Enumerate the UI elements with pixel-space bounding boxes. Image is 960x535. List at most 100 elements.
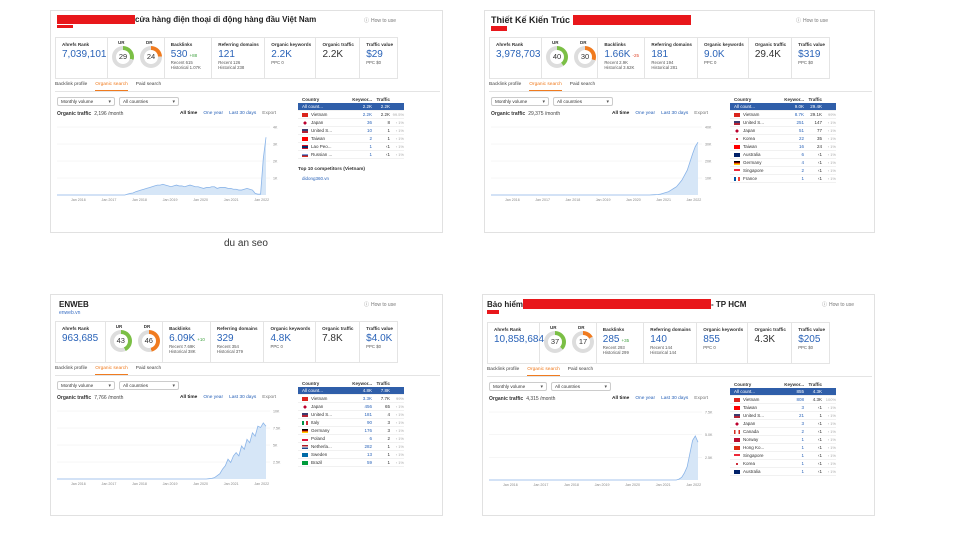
org-keywords-value[interactable]: 4.8K	[270, 333, 292, 344]
country-row[interactable]: All count... 2.2K 2.2K	[298, 103, 404, 111]
country-keywords[interactable]: 176	[364, 428, 372, 433]
traffic-value-value[interactable]: $319	[798, 49, 821, 60]
country-keywords[interactable]: 6	[801, 152, 804, 157]
tab-organic-search[interactable]: Organic search	[95, 366, 128, 375]
country-keywords[interactable]: 181	[364, 412, 372, 417]
country-keywords[interactable]: 1	[801, 453, 804, 458]
country-keywords[interactable]: 2	[801, 168, 804, 173]
country-keywords[interactable]: 36	[366, 120, 372, 125]
country-row[interactable]: United S... 251 147 ‹ 1%	[730, 119, 836, 127]
backlinks-value[interactable]: 1.66K	[604, 49, 631, 60]
country-select[interactable]: All countries	[553, 97, 613, 106]
country-row[interactable]: Poland 6 2 ‹ 1%	[298, 435, 404, 443]
org-keywords-value[interactable]: 9.0K	[703, 49, 725, 60]
country-row[interactable]: Australia 6 ‹1 ‹ 1%	[730, 151, 836, 159]
country-keywords[interactable]: 10	[366, 128, 372, 133]
ref-domains-value[interactable]: 140	[650, 334, 667, 345]
country-keywords[interactable]: 1	[369, 152, 372, 157]
country-keywords[interactable]: 9.0K	[794, 104, 804, 109]
country-row[interactable]: Germany 176 3 ‹ 1%	[298, 427, 404, 435]
country-keywords[interactable]: 4	[801, 160, 804, 165]
range-one-year[interactable]: One year	[635, 396, 656, 401]
country-keywords[interactable]: 22	[798, 136, 804, 141]
country-keywords[interactable]: 59	[366, 460, 372, 465]
monthly-volume-select[interactable]: Monthly volume	[57, 381, 115, 390]
country-select[interactable]: All countries	[551, 382, 611, 391]
range-one-year[interactable]: One year	[635, 111, 656, 116]
export-button[interactable]: Export	[262, 395, 277, 400]
tab-paid-search[interactable]: Paid search	[569, 82, 596, 87]
how-to-use-link[interactable]: How to use	[822, 301, 854, 308]
ref-domains-value[interactable]: 329	[216, 333, 234, 344]
country-keywords[interactable]: 3	[801, 405, 804, 410]
country-keywords[interactable]: 1	[369, 144, 372, 149]
country-row[interactable]: Italy 90 3 ‹ 1%	[298, 419, 404, 427]
country-keywords[interactable]: 855	[796, 389, 804, 394]
country-keywords[interactable]: 2	[801, 429, 804, 434]
country-row[interactable]: Korea 1 ‹1 ‹ 1%	[730, 460, 836, 468]
country-keywords[interactable]: 3	[801, 421, 804, 426]
country-keywords[interactable]: 1	[801, 445, 804, 450]
country-row[interactable]: Vietnam 8.7K 29.1K 99%	[730, 111, 836, 119]
country-row[interactable]: Lao Peo... 1 ‹1 ‹ 1%	[298, 143, 404, 151]
organic-traffic-chart[interactable]: 10K 7.5K 5K 2.5K Jan 2016 Jan 2017 Jan 2018 Jan…	[57, 407, 284, 487]
country-keywords[interactable]: 2.2K	[362, 112, 372, 117]
country-row[interactable]: Australia 1 ‹1 ‹ 1%	[730, 468, 836, 476]
range-one-year[interactable]: One year	[203, 111, 224, 116]
country-row[interactable]: Taiwan 16 24 ‹ 1%	[730, 143, 836, 151]
country-select[interactable]: All countries	[119, 97, 179, 106]
country-row[interactable]: Russian ... 1 ‹1 ‹ 1%	[298, 151, 404, 159]
country-row[interactable]: Taiwan 3 ‹1 ‹ 1%	[730, 404, 836, 412]
country-keywords[interactable]: 456	[364, 404, 372, 409]
how-to-use-link[interactable]: How to use	[364, 301, 396, 308]
country-keywords[interactable]: 2.2K	[362, 104, 372, 109]
export-button[interactable]: Export	[694, 111, 709, 116]
tab-organic-search[interactable]: Organic search	[529, 82, 562, 91]
country-keywords[interactable]: 1	[801, 176, 804, 181]
traffic-value-value[interactable]: $4.0K	[366, 333, 393, 344]
country-row[interactable]: All count... 4.8K 7.8K	[298, 387, 404, 395]
country-row[interactable]: All count... 855 4.3K	[730, 388, 836, 396]
tab-backlink-profile[interactable]: Backlink profile	[55, 82, 88, 87]
export-button[interactable]: Export	[694, 396, 709, 401]
country-keywords[interactable]: 90	[366, 420, 372, 425]
tab-paid-search[interactable]: Paid search	[567, 367, 594, 372]
country-keywords[interactable]: 13	[366, 452, 372, 457]
range-one-year[interactable]: One year	[203, 395, 224, 400]
country-keywords[interactable]: 8.7K	[794, 112, 804, 117]
country-row[interactable]: Netherla... 282 1 ‹ 1%	[298, 443, 404, 451]
organic-traffic-chart[interactable]: 40K 30K 20K 10K Jan 2016 Jan 2017 Jan 2018 Jan …	[491, 123, 716, 203]
country-select[interactable]: All countries	[119, 381, 179, 390]
org-keywords-value[interactable]: 855	[703, 334, 720, 345]
country-row[interactable]: Norway 1 ‹1 ‹ 1%	[730, 436, 836, 444]
country-row[interactable]: Canada 2 ‹1 ‹ 1%	[730, 428, 836, 436]
country-keywords[interactable]: 808	[796, 397, 804, 402]
country-row[interactable]: Singapore 2 ‹1 ‹ 1%	[730, 167, 836, 175]
export-button[interactable]: Export	[262, 111, 277, 116]
range-last-30-days[interactable]: Last 30 days	[229, 395, 257, 400]
monthly-volume-select[interactable]: Monthly volume	[489, 382, 547, 391]
range-last-30-days[interactable]: Last 30 days	[661, 111, 689, 116]
country-row[interactable]: Taiwan 2 1 ‹ 1%	[298, 135, 404, 143]
country-row[interactable]: United S... 181 4 ‹ 1%	[298, 411, 404, 419]
backlinks-value[interactable]: 6.09K	[169, 333, 196, 344]
country-keywords[interactable]: 51	[798, 128, 804, 133]
country-row[interactable]: Singapore 1 ‹1 ‹ 1%	[730, 452, 836, 460]
country-row[interactable]: Vietnam 2.2K 2.2K 99.5%	[298, 111, 404, 119]
competitor-link[interactable]: didong360.vn	[302, 176, 330, 181]
country-row[interactable]: All count... 9.0K 29.4K	[730, 103, 836, 111]
tab-organic-search[interactable]: Organic search	[95, 82, 128, 91]
country-keywords[interactable]: 1	[801, 437, 804, 442]
range-last-30-days[interactable]: Last 30 days	[661, 396, 689, 401]
tab-organic-search[interactable]: Organic search	[527, 367, 560, 376]
country-row[interactable]: Japan 456 65 ‹ 1%	[298, 403, 404, 411]
tab-paid-search[interactable]: Paid search	[135, 82, 162, 87]
country-row[interactable]: Japan 51 77 ‹ 1%	[730, 127, 836, 135]
tab-backlink-profile[interactable]: Backlink profile	[55, 366, 88, 371]
country-keywords[interactable]: 3.3K	[362, 396, 372, 401]
country-row[interactable]: United S... 21 1 ‹ 1%	[730, 412, 836, 420]
organic-traffic-chart[interactable]: 4K 3K 2K 1K Jan 2016 Jan 2017 Jan 2018 Jan 2019…	[57, 123, 284, 203]
tab-paid-search[interactable]: Paid search	[135, 366, 162, 371]
tab-backlink-profile[interactable]: Backlink profile	[487, 367, 520, 372]
country-keywords[interactable]: 21	[798, 413, 804, 418]
